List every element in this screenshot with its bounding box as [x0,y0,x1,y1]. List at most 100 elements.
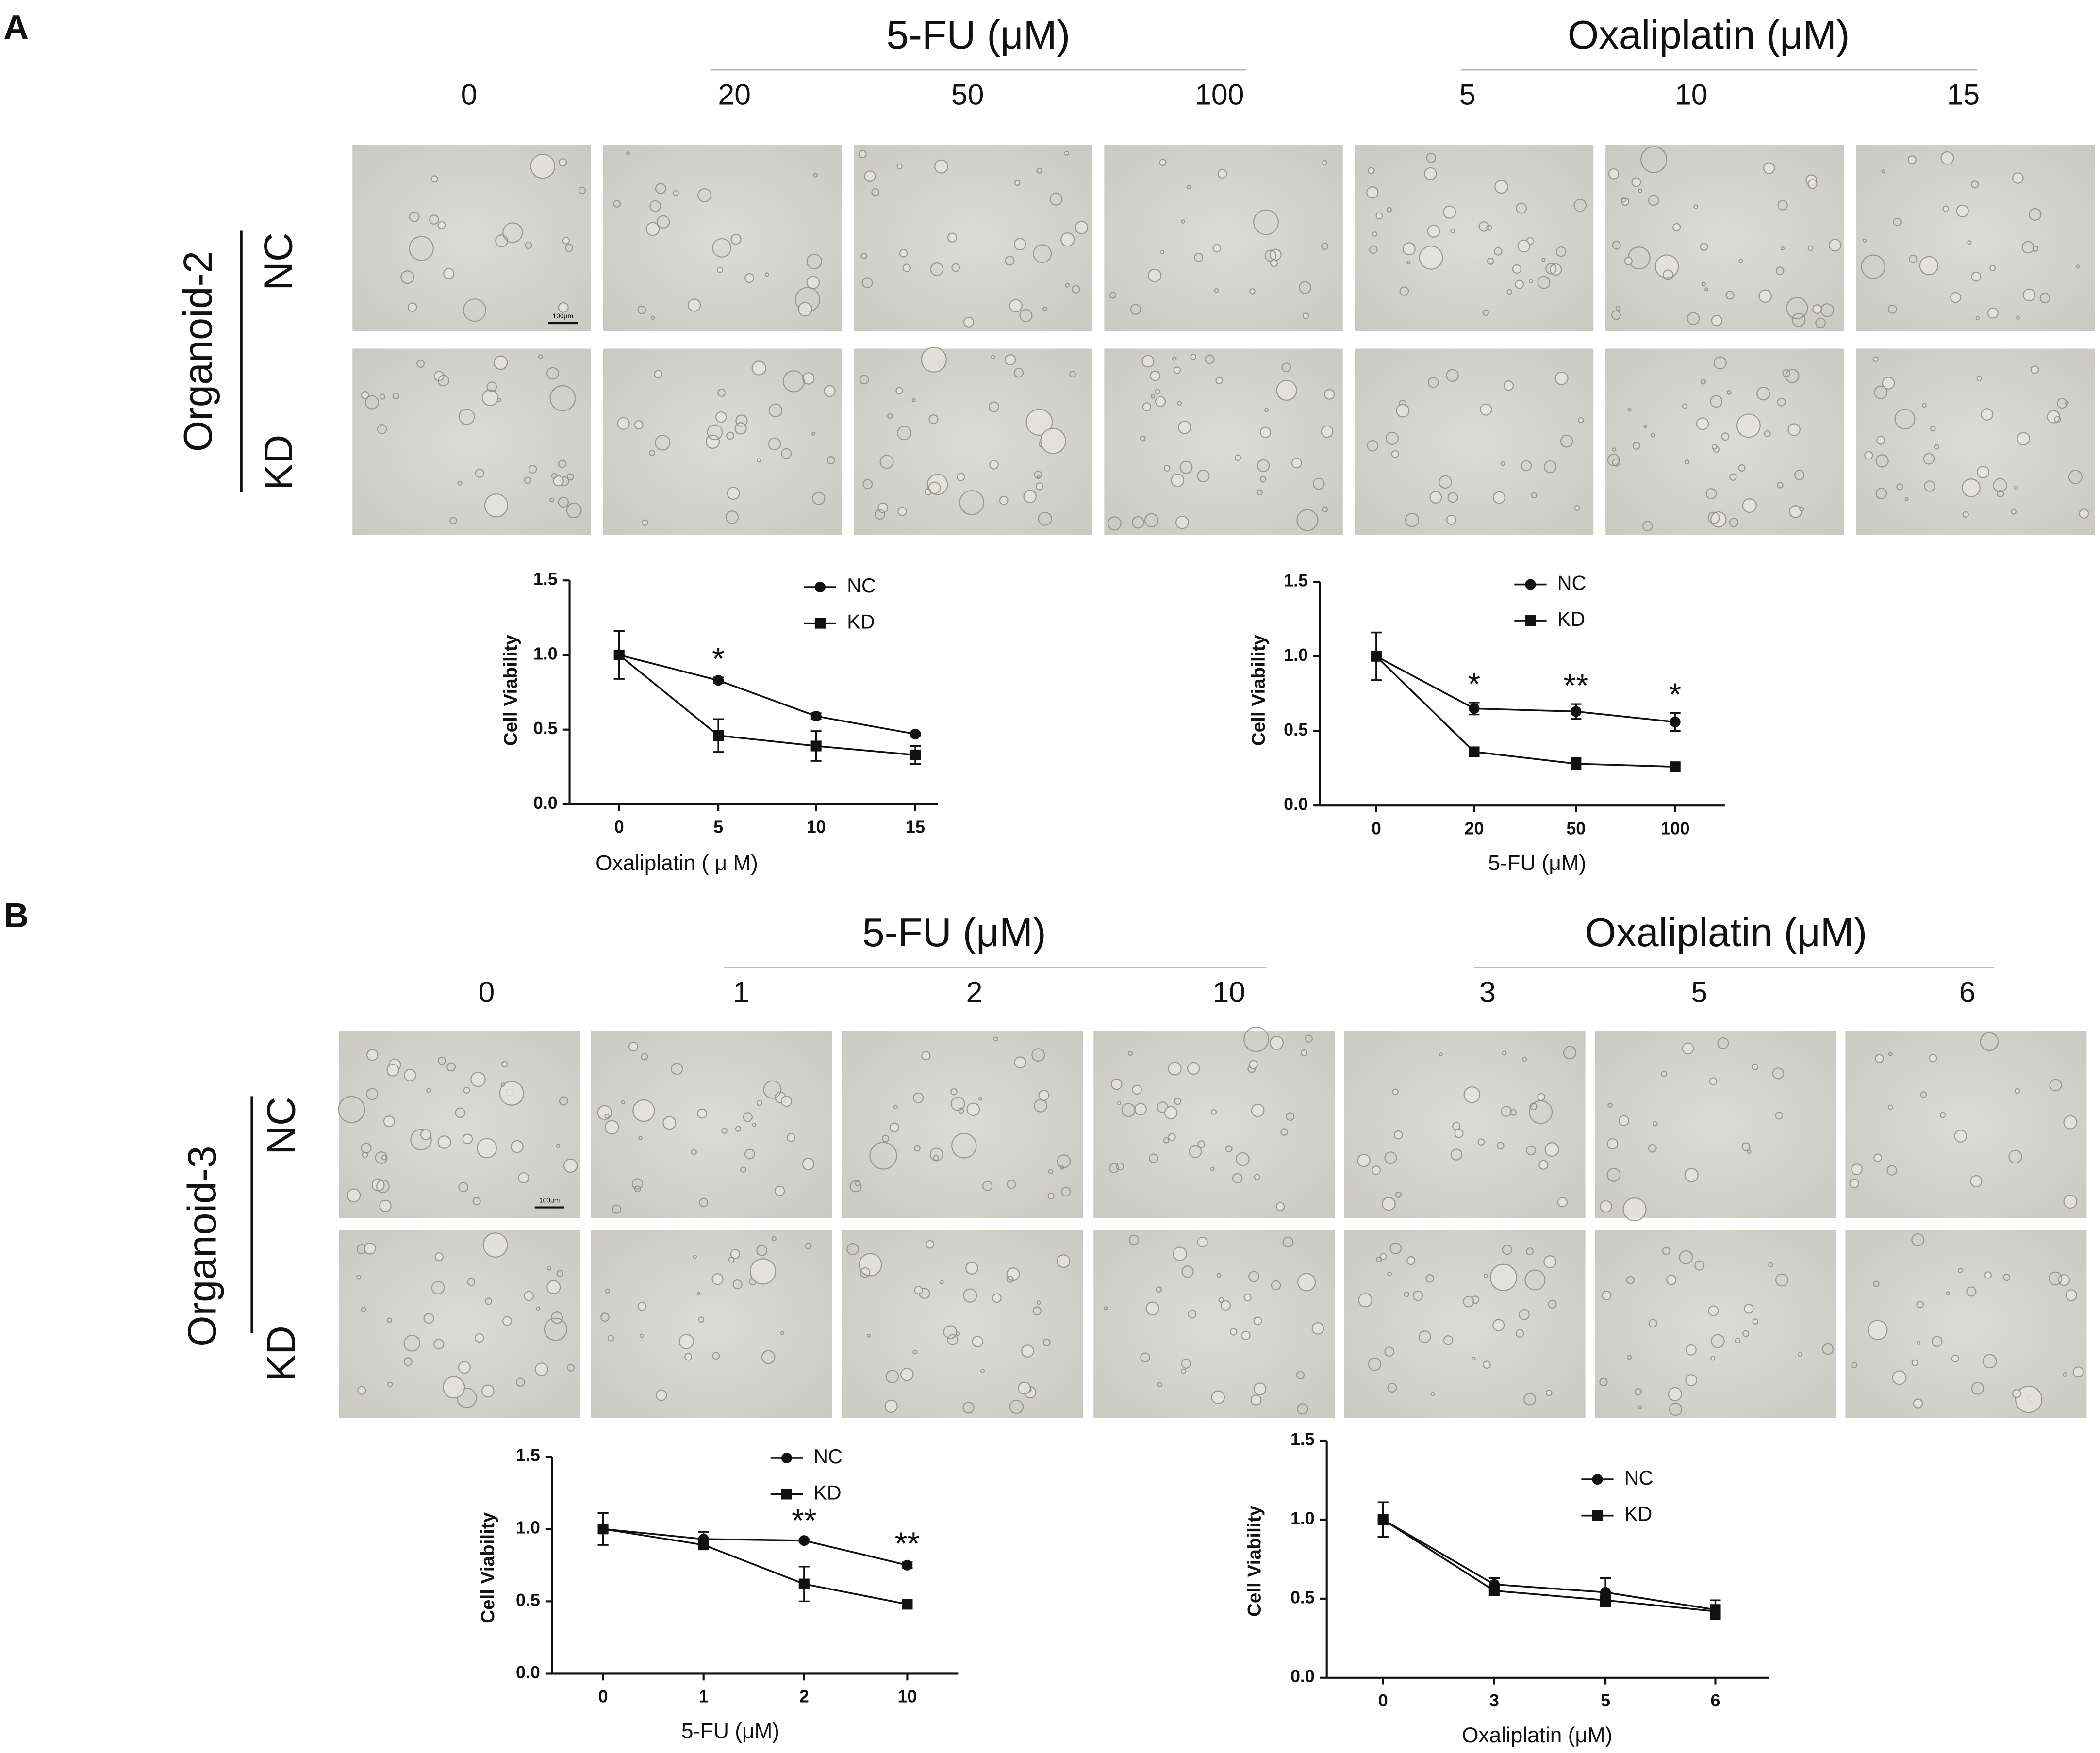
organoid [911,398,916,403]
organoid [1322,160,1327,165]
organoid [1693,204,1698,209]
column-label: 100 [1195,78,1244,111]
organoid [1253,1316,1262,1326]
organoid [1384,1151,1397,1164]
group-header: Oxaliplatin (μM) [1585,910,1868,955]
organoid [1375,212,1383,220]
organoid [1612,458,1621,467]
organoid [1406,260,1411,264]
organoid [462,1133,473,1145]
organoid [1297,1273,1316,1292]
organoid [1443,1335,1454,1345]
organoid [1042,1339,1051,1347]
organoid [1666,1275,1677,1285]
organoid [1544,1142,1559,1157]
organoid [1704,287,1708,292]
organoid [1648,1319,1657,1328]
organoid [726,431,734,440]
organoid [1602,1291,1612,1301]
marker [902,1599,913,1610]
organoid [1379,1253,1387,1260]
organoid [1036,475,1041,479]
series-line [1382,1519,1716,1612]
column-label: 50 [951,78,984,111]
organoid [563,1158,578,1173]
organoid [1694,1260,1705,1271]
organoid [1296,1371,1305,1379]
organoid [641,1053,648,1061]
organoid [457,480,463,486]
organoid [1512,264,1522,274]
organoid [640,1334,644,1338]
organoid [1538,1160,1549,1170]
organoid [1387,1383,1397,1393]
legend-label: KD [813,1481,842,1504]
organoid [1447,492,1458,503]
organoid [2049,1271,2063,1286]
organoid [1299,281,1311,294]
organoid [1321,425,1334,438]
organoid [1529,1102,1538,1111]
organoid [437,221,446,229]
organoid [1913,1398,1923,1409]
organoid [1548,1299,1557,1309]
organoid [1069,371,1076,378]
organoid [940,1280,944,1285]
organoid [813,173,818,178]
organoid [1234,454,1241,461]
organoid [1210,1109,1217,1115]
organoid [1179,460,1193,474]
organoid [1931,1336,1943,1347]
y-axis-title: Cell Viability [500,635,521,746]
organoid [926,1240,934,1249]
organoid [897,507,907,516]
organoid [1282,1236,1294,1248]
organoid [895,387,903,394]
micrograph [1856,348,2095,535]
organoid [687,298,701,312]
organoid [1405,513,1420,527]
organoid [1919,256,1939,276]
y-tick-label: 1.5 [1290,1430,1315,1449]
significance: * [1468,666,1481,702]
organoid [2012,1389,2021,1398]
organoid [1172,356,1177,361]
organoid [1962,511,1969,518]
organoid [525,242,532,249]
organoid [1970,180,1979,189]
panel-label: B [3,896,29,935]
organoid [449,517,457,524]
organoid [654,370,663,378]
legend-label: NC [1557,572,1587,594]
organoid [1477,1138,1485,1146]
organoid [1519,1309,1530,1320]
organoid [1537,276,1551,289]
y-tick-label: 0.0 [1284,795,1308,814]
organoid [914,1285,923,1294]
x-tick-label: 5 [713,818,723,837]
organoid [1156,1286,1162,1293]
organoid [1807,179,1818,189]
organoid [534,1362,548,1376]
organoid [811,432,815,436]
organoid [558,302,569,313]
organoid [1212,244,1222,253]
organoid [1791,313,1806,327]
organoid [2014,1088,2020,1094]
organoid [655,183,666,195]
organoid [707,424,723,441]
organoid [426,1088,431,1093]
organoid [950,1088,958,1096]
organoid [1875,1054,1884,1063]
organoid [871,188,879,197]
organoid [1874,385,1888,399]
organoid [1439,475,1452,489]
organoid [1709,1077,1718,1085]
organoid [805,1243,812,1250]
organoid [1009,1399,1024,1414]
organoid [1763,162,1775,174]
organoid [721,1128,728,1134]
organoid [1611,310,1621,320]
organoid [965,1262,978,1275]
